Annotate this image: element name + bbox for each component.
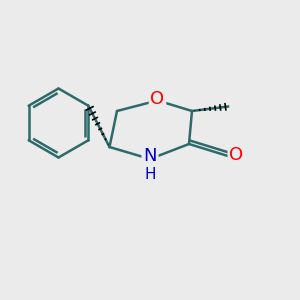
Text: N: N xyxy=(143,147,157,165)
Text: O: O xyxy=(150,90,165,108)
Text: O: O xyxy=(229,146,244,164)
Text: H: H xyxy=(144,167,156,182)
